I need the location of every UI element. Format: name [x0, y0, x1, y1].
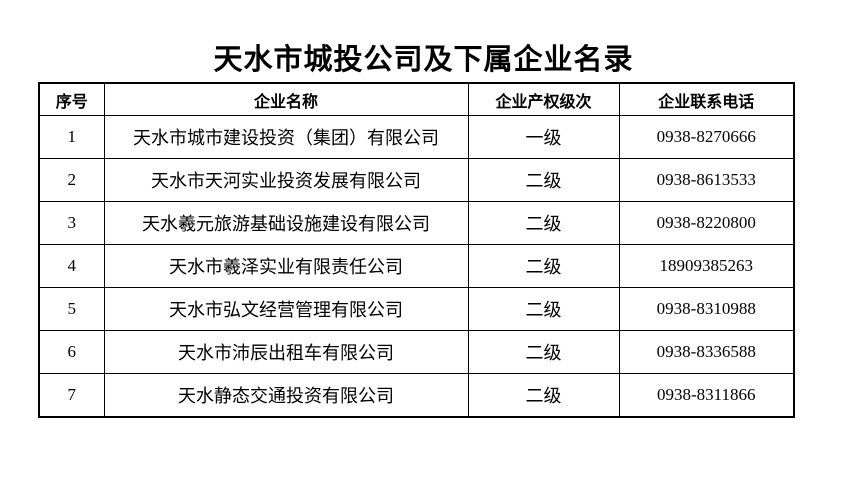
- ownership-level-cell: 二级: [467, 373, 620, 418]
- table-row: 7 天水静态交通投资有限公司 二级 0938-8311866: [38, 373, 795, 418]
- table-row: 4 天水市羲泽实业有限责任公司 二级 18909385263: [38, 244, 795, 288]
- ownership-level-cell: 二级: [467, 201, 620, 245]
- enterprise-name-cell: 天水市城市建设投资（集团）有限公司: [103, 115, 469, 159]
- ownership-level-cell: 二级: [467, 158, 620, 202]
- ownership-level-cell: 一级: [467, 115, 620, 159]
- column-header-ownership-level: 企业产权级次: [467, 82, 620, 116]
- contact-phone-cell: 0938-8311866: [618, 373, 795, 418]
- page-title: 天水市城投公司及下属企业名录: [213, 44, 634, 76]
- table-row: 1 天水市城市建设投资（集团）有限公司 一级 0938-8270666: [38, 115, 795, 159]
- enterprise-name-cell: 天水市沛辰出租车有限公司: [103, 330, 469, 374]
- table-row: 2 天水市天河实业投资发展有限公司 二级 0938-8613533: [38, 158, 795, 202]
- ownership-level-cell: 二级: [467, 287, 620, 331]
- contact-phone-cell: 0938-8270666: [618, 115, 795, 159]
- contact-phone-cell: 0938-8336588: [618, 330, 795, 374]
- serial-number-cell: 5: [38, 287, 105, 331]
- enterprise-name-cell: 天水静态交通投资有限公司: [103, 373, 469, 418]
- enterprise-name-cell: 天水羲元旅游基础设施建设有限公司: [103, 201, 469, 245]
- ownership-level-cell: 二级: [467, 330, 620, 374]
- table-row: 5 天水市弘文经营管理有限公司 二级 0938-8310988: [38, 287, 795, 331]
- contact-phone-cell: 0938-8310988: [618, 287, 795, 331]
- column-header-contact-phone: 企业联系电话: [618, 82, 795, 116]
- contact-phone-cell: 0938-8613533: [618, 158, 795, 202]
- contact-phone-cell: 18909385263: [618, 244, 795, 288]
- serial-number-cell: 1: [38, 115, 105, 159]
- serial-number-cell: 4: [38, 244, 105, 288]
- serial-number-cell: 3: [38, 201, 105, 245]
- contact-phone-cell: 0938-8220800: [618, 201, 795, 245]
- table-row: 3 天水羲元旅游基础设施建设有限公司 二级 0938-8220800: [38, 201, 795, 245]
- column-header-enterprise-name: 企业名称: [103, 82, 469, 116]
- serial-number-cell: 6: [38, 330, 105, 374]
- ownership-level-cell: 二级: [467, 244, 620, 288]
- serial-number-cell: 7: [38, 373, 105, 418]
- enterprise-name-cell: 天水市羲泽实业有限责任公司: [103, 244, 469, 288]
- serial-number-cell: 2: [38, 158, 105, 202]
- enterprise-name-cell: 天水市天河实业投资发展有限公司: [103, 158, 469, 202]
- enterprise-name-cell: 天水市弘文经营管理有限公司: [103, 287, 469, 331]
- table-row: 6 天水市沛辰出租车有限公司 二级 0938-8336588: [38, 330, 795, 374]
- table-header-row: 序号 企业名称 企业产权级次 企业联系电话: [38, 82, 795, 116]
- enterprise-directory-table: 序号 企业名称 企业产权级次 企业联系电话 1 天水市城市建设投资（集团）有限公…: [38, 82, 795, 418]
- column-header-serial-number: 序号: [38, 82, 105, 116]
